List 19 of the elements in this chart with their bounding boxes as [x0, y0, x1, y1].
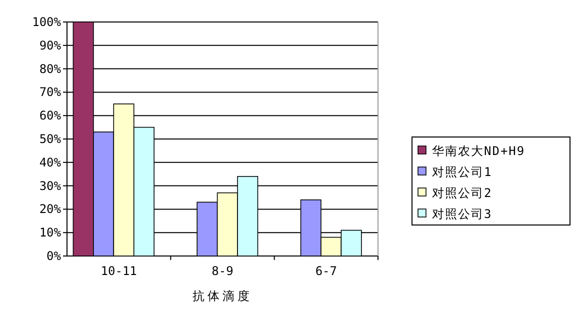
- x-tick-label: 6-7: [315, 264, 338, 278]
- y-tick-label: 90%: [39, 38, 62, 52]
- y-tick-label: 60%: [39, 108, 62, 123]
- y-tick-label: 70%: [39, 85, 62, 100]
- y-tick-label: 50%: [39, 132, 62, 146]
- legend-label: 对照公司3: [432, 207, 492, 221]
- x-tick-label: 10-11: [100, 264, 137, 278]
- y-tick-label: 20%: [39, 202, 62, 216]
- y-tick-label: 0%: [46, 249, 62, 263]
- x-tick-label: 8-9: [212, 264, 234, 278]
- legend-label: 对照公司1: [432, 165, 492, 179]
- legend-label: 对照公司2: [432, 186, 492, 200]
- y-tick-label: 10%: [39, 226, 62, 240]
- y-tick-label: 40%: [39, 155, 62, 170]
- y-tick-label: 80%: [39, 62, 62, 76]
- x-axis-title: 抗体滴度: [192, 289, 252, 303]
- y-tick-label: 100%: [32, 15, 62, 29]
- y-tick-label: 30%: [39, 178, 62, 193]
- legend-label: 华南农大ND+H9: [432, 144, 526, 158]
